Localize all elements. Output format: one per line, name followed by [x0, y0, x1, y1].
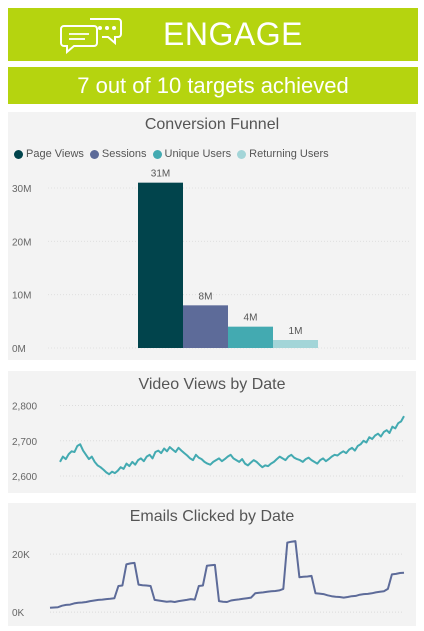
- bar: [138, 182, 183, 348]
- conversion-funnel-chart: 0M 10M 20M 30M 31M 8M 4M 1M: [12, 169, 410, 355]
- bar: [228, 326, 273, 348]
- video-views-panel: Video Views by Date 2,600 2,700 2,800: [8, 371, 416, 493]
- legend: Page Views Sessions Unique Users Returni…: [14, 148, 329, 160]
- video-views-chart: 2,600 2,700 2,800: [12, 402, 405, 483]
- legend-label: Unique Users: [164, 148, 232, 160]
- chat-bubbles-icon: [60, 18, 122, 55]
- emails-clicked-chart: 0K 20K: [12, 540, 405, 619]
- legend-dot: [89, 149, 99, 159]
- data-label: 8M: [199, 291, 213, 302]
- chart-title: Emails Clicked by Date: [129, 508, 295, 525]
- emails-clicked-panel: Emails Clicked by Date 0K 20K: [8, 503, 416, 626]
- legend-dot: [237, 149, 247, 159]
- series-line: [49, 540, 405, 609]
- y-tick-label: 0M: [12, 344, 26, 355]
- data-label: 31M: [151, 169, 170, 180]
- chart-title: Video Views by Date: [138, 376, 286, 393]
- series-line: [59, 415, 405, 476]
- legend-label: Page Views: [26, 148, 84, 160]
- y-tick-label: 10M: [12, 291, 31, 302]
- y-tick-label: 2,700: [12, 437, 37, 448]
- y-tick-label: 20K: [12, 550, 30, 561]
- targets-achieved-text: 7 out of 10 targets achieved: [77, 72, 349, 98]
- legend-item-page-views[interactable]: Page Views: [14, 148, 84, 160]
- y-tick-label: 2,600: [12, 472, 37, 483]
- engage-banner: ENGAGE: [8, 8, 418, 61]
- y-tick-label: 20M: [12, 237, 31, 248]
- legend-item-unique-users[interactable]: Unique Users: [152, 148, 232, 160]
- legend-label: Returning Users: [249, 148, 329, 160]
- data-label: 4M: [244, 313, 258, 324]
- chart-title: Conversion Funnel: [144, 116, 280, 133]
- y-tick-label: 2,800: [12, 402, 37, 413]
- data-label: 1M: [289, 326, 303, 337]
- legend-item-returning-users[interactable]: Returning Users: [237, 148, 329, 160]
- conversion-funnel-panel: Conversion Funnel Page Views Sessions Un…: [8, 112, 416, 360]
- legend-label: Sessions: [101, 148, 147, 160]
- legend-dot: [14, 149, 23, 159]
- bar: [273, 340, 318, 348]
- targets-banner: 7 out of 10 targets achieved: [8, 67, 418, 104]
- y-tick-label: 0K: [12, 608, 25, 619]
- bar: [183, 305, 228, 348]
- y-tick-label: 30M: [12, 184, 31, 195]
- legend-item-sessions[interactable]: Sessions: [89, 148, 147, 160]
- engage-title: ENGAGE: [163, 16, 303, 52]
- legend-dot: [152, 149, 162, 159]
